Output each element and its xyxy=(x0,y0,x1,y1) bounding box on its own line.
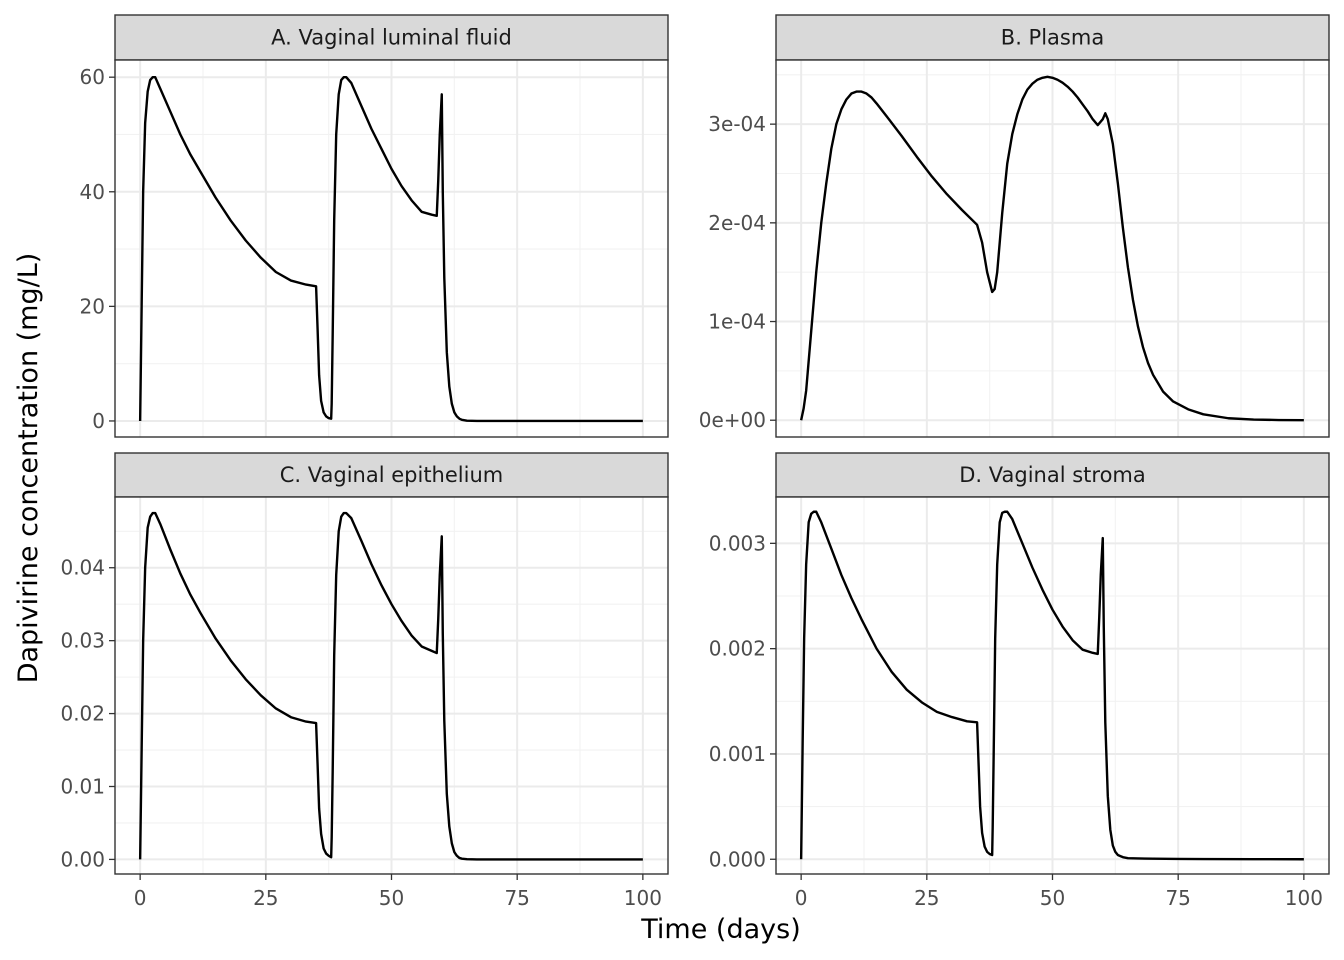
panel-4: D. Vaginal stroma 0.000 0.001 0.002 0.003 0 25… xyxy=(709,452,1330,910)
y-tick-label: 0.02 xyxy=(60,702,105,726)
x-tick-label: 100 xyxy=(624,886,662,910)
x-tick-label: 50 xyxy=(379,886,404,910)
strip-label: A. Vaginal luminal fluid xyxy=(271,26,512,50)
y-tick-label: 0.002 xyxy=(709,637,766,661)
strip-label: B. Plasma xyxy=(1001,26,1104,50)
x-tick-label: 75 xyxy=(1165,886,1190,910)
y-tick-label: 0.003 xyxy=(709,531,766,555)
y-tick-label: 60 xyxy=(80,65,105,89)
series-line xyxy=(138,75,643,423)
panel-2: B. Plasma 0e+00 1e-04 2e-04 3e-04 xyxy=(699,14,1330,438)
y-tick-label: 0.04 xyxy=(60,556,105,580)
strip-header xyxy=(114,14,669,61)
y-tick-label: 0e+00 xyxy=(699,408,766,432)
x-tick-label: 25 xyxy=(253,886,278,910)
x-tick-label: 0 xyxy=(795,886,808,910)
y-tick-label: 0.000 xyxy=(709,847,766,871)
series-line xyxy=(799,510,1304,861)
x-axis-title: Time (days) xyxy=(640,914,800,945)
strip-header xyxy=(114,452,669,498)
x-tick-label: 25 xyxy=(914,886,939,910)
series-line xyxy=(799,75,1304,422)
strip-header xyxy=(775,452,1330,498)
x-tick-label: 100 xyxy=(1285,886,1323,910)
y-tick-label: 0.01 xyxy=(60,774,105,798)
y-tick-label: 0.00 xyxy=(60,847,105,871)
y-tick-label: 0 xyxy=(92,409,105,433)
y-tick-label: 40 xyxy=(80,180,105,204)
y-axis-title: Dapivirine concentration (mg/L) xyxy=(13,253,44,684)
panels: A. Vaginal luminal fluid 0 20 40 60 B. Plasma… xyxy=(60,14,1330,910)
panel-border xyxy=(775,59,1330,438)
x-tick-label: 75 xyxy=(504,886,529,910)
series-line xyxy=(138,511,643,861)
panel-1: A. Vaginal luminal fluid 0 20 40 60 xyxy=(80,14,669,438)
y-tick-label: 20 xyxy=(80,294,105,318)
panel-border xyxy=(114,59,669,438)
y-tick-label: 3e-04 xyxy=(708,112,766,136)
strip-label: C. Vaginal epithelium xyxy=(280,463,503,487)
y-tick-label: 0.001 xyxy=(709,742,766,766)
y-tick-label: 1e-04 xyxy=(708,310,766,334)
panel-3: C. Vaginal epithelium 0.00 0.01 0.02 0.03 0.0… xyxy=(60,452,669,910)
strip-label: D. Vaginal stroma xyxy=(959,463,1146,487)
x-tick-label: 50 xyxy=(1040,886,1065,910)
y-tick-label: 2e-04 xyxy=(708,211,766,235)
x-tick-label: 0 xyxy=(134,886,147,910)
y-tick-label: 0.03 xyxy=(60,629,105,653)
